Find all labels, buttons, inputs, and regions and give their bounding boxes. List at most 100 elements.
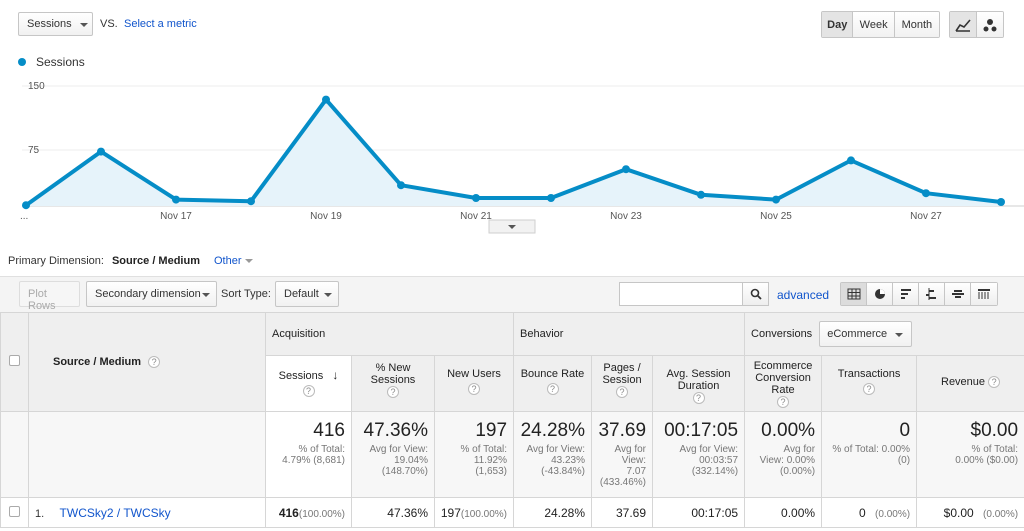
y-tick-label: 75 — [28, 145, 40, 156]
conversion-type-select[interactable]: eCommerce — [819, 321, 913, 347]
data-point[interactable] — [247, 197, 255, 206]
data-point[interactable] — [697, 190, 705, 199]
comparison-icon[interactable] — [919, 283, 945, 305]
help-icon[interactable]: ? — [302, 385, 315, 397]
help-icon[interactable]: ? — [148, 356, 161, 368]
motion-chart-icon[interactable] — [976, 12, 1003, 37]
row-dimension-cell: 1. TWCSky2 / TWCSky — [28, 497, 266, 528]
pages-session-column-header[interactable]: Pages / Session ? — [591, 355, 654, 412]
table-row: 1. TWCSky2 / TWCSky 416(100.00%) 47.36% … — [0, 497, 1024, 528]
row-checkbox[interactable] — [9, 506, 20, 517]
select-metric-link[interactable]: Select a metric — [124, 18, 197, 30]
plot-rows-button[interactable]: Plot Rows — [19, 281, 80, 312]
help-icon[interactable]: ? — [468, 383, 480, 395]
total-caption: % of Total: 0.00% — [832, 444, 911, 455]
table-search-input[interactable] — [619, 282, 769, 306]
help-icon[interactable]: ? — [546, 383, 559, 395]
dimension-header[interactable]: Source / Medium ? — [28, 312, 266, 412]
total-value: 24.28% — [520, 420, 586, 441]
row-sessions-pct: (100.00%) — [298, 509, 345, 520]
secondary-dimension-select[interactable]: Secondary dimension — [86, 281, 217, 307]
ecommerce-rate-column-header[interactable]: Ecommerce Conversion Rate ? — [744, 355, 823, 412]
data-point[interactable] — [97, 147, 105, 156]
help-icon[interactable]: ? — [863, 383, 876, 395]
help-icon[interactable]: ? — [777, 396, 790, 408]
sessions-header-label: Sessions — [278, 370, 324, 382]
total-caption: Avg for — [783, 444, 816, 455]
chevron-down-icon — [324, 293, 332, 297]
sort-type-select[interactable]: Default — [275, 281, 339, 307]
line-chart-icon[interactable] — [950, 12, 977, 37]
total-caption: Avg for View: — [526, 444, 586, 455]
data-point[interactable] — [922, 189, 930, 198]
chevron-down-icon — [244, 259, 253, 264]
total-caption: (-43.84%) — [541, 466, 586, 477]
chart-collapse-handle[interactable] — [488, 219, 536, 234]
search-icon — [750, 288, 762, 300]
pie-chart-icon[interactable] — [867, 283, 893, 305]
row-transactions-value: 0 — [859, 506, 866, 520]
data-point[interactable] — [547, 194, 555, 202]
data-point[interactable] — [472, 194, 480, 202]
period-day-button[interactable]: Day — [822, 12, 854, 37]
x-tick-label: Nov 23 — [610, 211, 642, 222]
totals-bounce-rate: 24.28% Avg for View: 43.23% (-43.84%) — [513, 411, 593, 498]
conversions-label: Conversions — [751, 328, 813, 340]
bar-performance-icon[interactable] — [893, 283, 919, 305]
help-icon[interactable]: ? — [616, 386, 629, 398]
data-table-icon[interactable] — [841, 283, 867, 305]
legend-label: Sessions — [36, 55, 85, 69]
revenue-column-header[interactable]: Revenue ? — [916, 355, 1024, 412]
pivot-table-icon[interactable] — [971, 283, 997, 305]
legend-dot — [18, 58, 26, 66]
chevron-down-icon — [895, 333, 904, 337]
row-index: 1. — [35, 508, 45, 520]
conversion-type-value: eCommerce — [827, 328, 888, 340]
data-point[interactable] — [847, 156, 855, 165]
transactions-column-header[interactable]: Transactions ? — [821, 355, 918, 412]
total-caption: 11.92% — [473, 455, 508, 466]
metric-select-label: Sessions — [27, 18, 72, 30]
metric-select[interactable]: Sessions — [18, 12, 93, 36]
row-source-link[interactable]: TWCSky2 / TWCSky — [59, 506, 171, 520]
total-caption: Avg for View: — [679, 444, 739, 455]
data-point[interactable] — [172, 195, 180, 204]
sort-type-value: Default — [284, 288, 319, 300]
term-cloud-icon[interactable] — [945, 283, 971, 305]
data-point[interactable] — [397, 181, 405, 190]
sessions-column-header[interactable]: Sessions ↓ ? — [265, 355, 352, 412]
sessions-chart: 150 75 ... Nov 17 Nov 19 Nov 21 Nov 23 Nov 25… — [20, 81, 1024, 234]
total-caption: View: — [621, 455, 647, 466]
total-caption: 00:03:57 — [699, 455, 739, 466]
help-icon[interactable]: ? — [387, 386, 399, 398]
search-button[interactable] — [742, 283, 768, 305]
period-month-button[interactable]: Month — [894, 12, 939, 37]
period-week-button[interactable]: Week — [853, 12, 895, 37]
data-point[interactable] — [997, 198, 1005, 206]
select-all-checkbox[interactable] — [9, 355, 20, 366]
help-icon[interactable]: ? — [692, 392, 705, 404]
advanced-filter-link[interactable]: advanced — [777, 288, 830, 302]
new-sessions-header-label: % New Sessions — [370, 362, 416, 386]
row-new-users-value: 197 — [440, 506, 461, 520]
total-caption: (1,653) — [475, 466, 508, 477]
data-point[interactable] — [772, 195, 780, 204]
primary-dimension-value[interactable]: Source / Medium — [111, 255, 200, 267]
period-toggle: Day Week Month — [821, 11, 940, 38]
row-revenue-pct: (0.00%) — [983, 509, 1019, 520]
chevron-down-icon — [80, 23, 88, 27]
data-point[interactable] — [322, 95, 330, 104]
help-icon[interactable]: ? — [988, 376, 1001, 388]
row-ecommerce-rate: 0.00% — [744, 497, 823, 528]
data-point[interactable] — [22, 201, 30, 210]
totals-pages-session: 37.69 Avg for View: 7.07 (433.46%) — [591, 411, 654, 498]
new-sessions-column-header[interactable]: % New Sessions ? — [351, 355, 435, 412]
row-checkbox-cell — [0, 497, 29, 528]
report-table: Source / Medium ? Acquisition Behavior C… — [0, 312, 1024, 528]
new-users-column-header[interactable]: New Users ? — [433, 355, 515, 412]
row-bounce-rate: 24.28% — [513, 497, 593, 528]
avg-duration-column-header[interactable]: Avg. Session Duration ? — [652, 355, 746, 412]
other-dimension-link[interactable]: Other — [214, 255, 253, 267]
data-point[interactable] — [622, 165, 630, 174]
bounce-rate-column-header[interactable]: Bounce Rate ? — [513, 355, 593, 412]
